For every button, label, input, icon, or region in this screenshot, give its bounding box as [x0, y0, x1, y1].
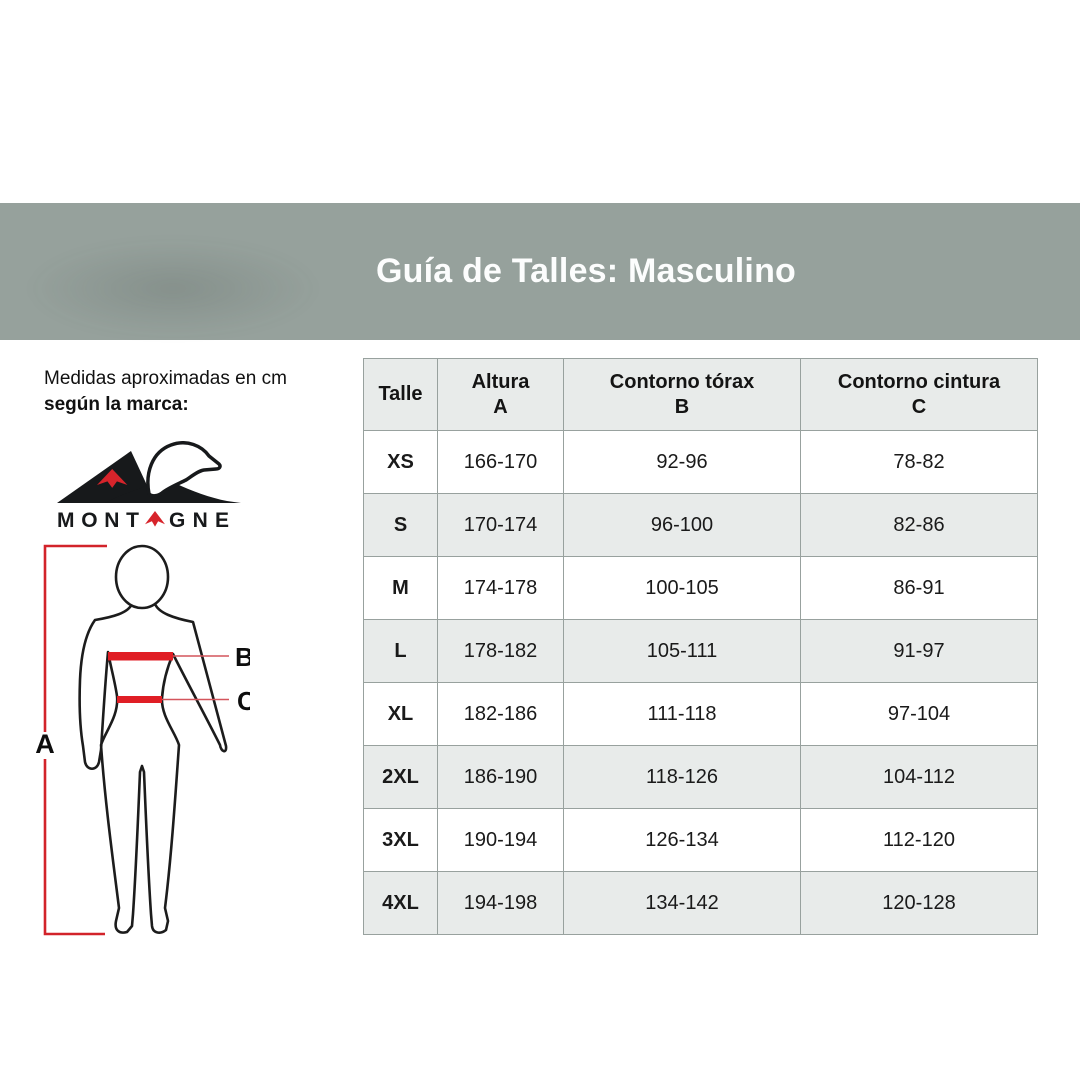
cell-talle: L: [363, 619, 438, 683]
cell-torax: 105-111: [563, 619, 801, 683]
size-row-4xl: 4XL 194-198 134-142 120-128: [363, 871, 1038, 935]
cell-torax: 92-96: [563, 430, 801, 494]
header-band: Guía de Talles: Masculino: [0, 203, 1080, 340]
body-head: [114, 544, 170, 610]
cell-torax: 126-134: [563, 808, 801, 872]
cell-cintura: 86-91: [800, 556, 1038, 620]
cell-altura: 194-198: [437, 871, 564, 935]
cell-talle: S: [363, 493, 438, 557]
mountain-red-accent: [97, 469, 128, 488]
cell-altura: 178-182: [437, 619, 564, 683]
mountain-right-mass: [105, 481, 241, 503]
cell-cintura: 91-97: [800, 619, 1038, 683]
size-row-l: L 178-182 105-111 91-97: [363, 619, 1038, 683]
page-title: Guía de Talles: Masculino: [375, 252, 797, 290]
cell-cintura: 120-128: [800, 871, 1038, 935]
body-diagram-graphic: A B C: [34, 544, 256, 936]
cell-torax: 96-100: [563, 493, 801, 557]
cell-altura: 190-194: [437, 808, 564, 872]
eagle-head-icon: [146, 441, 222, 498]
cell-talle: XS: [363, 430, 438, 494]
measurement-note: Medidas aproximadas en cm según la marca…: [44, 366, 287, 418]
cell-altura: 186-190: [437, 745, 564, 809]
note-line1: Medidas aproximadas en cm: [44, 368, 287, 389]
cell-cintura: 112-120: [800, 808, 1038, 872]
size-table: Talle Altura A Contorno tórax B Contorno cint…: [363, 358, 1038, 935]
body-outline: [78, 602, 228, 934]
montagne-logo: MONT GNE: [55, 441, 245, 536]
column-header-contorno-cintura: Contorno cintura C: [800, 358, 1038, 431]
cell-torax: 118-126: [563, 745, 801, 809]
chest-label: B: [235, 642, 250, 672]
cell-talle: 4XL: [363, 871, 438, 935]
size-row-xs: XS 166-170 92-96 78-82: [363, 430, 1038, 494]
waist-measure-bar: [117, 696, 162, 703]
cell-torax: 134-142: [563, 871, 801, 935]
column-header-contorno-tórax: Contorno tórax B: [563, 358, 801, 431]
size-row-xl: XL 182-186 111-118 97-104: [363, 682, 1038, 746]
column-header-talle: Talle: [363, 358, 438, 431]
note-line2: según la marca:: [44, 394, 189, 415]
height-label-halo: [34, 732, 56, 759]
cell-torax: 111-118: [563, 682, 801, 746]
cell-cintura: 97-104: [800, 682, 1038, 746]
height-label: A: [35, 729, 55, 759]
cell-altura: 166-170: [437, 430, 564, 494]
cell-cintura: 104-112: [800, 745, 1038, 809]
brand-wordmark-a-icon: [145, 511, 165, 527]
column-header-altura: Altura A: [437, 358, 564, 431]
size-row-2xl: 2XL 186-190 118-126 104-112: [363, 745, 1038, 809]
size-row-m: M 174-178 100-105 86-91: [363, 556, 1038, 620]
cell-talle: 3XL: [363, 808, 438, 872]
size-table-header: Talle Altura A Contorno tórax B Contorno cint…: [363, 358, 1038, 431]
cell-talle: 2XL: [363, 745, 438, 809]
cell-talle: XL: [363, 682, 438, 746]
cell-cintura: 82-86: [800, 493, 1038, 557]
mountain-left-ridge: [57, 451, 152, 503]
body-measurement-diagram: A B C: [34, 540, 256, 940]
cell-torax: 100-105: [563, 556, 801, 620]
waist-label: C: [237, 686, 250, 716]
cell-altura: 182-186: [437, 682, 564, 746]
brand-wordmark-left: MONT: [57, 509, 141, 532]
cell-talle: M: [363, 556, 438, 620]
size-table-body: XS 166-170 92-96 78-82 S 170-174 96-100 82-86 M 1…: [363, 430, 1038, 935]
size-row-s: S 170-174 96-100 82-86: [363, 493, 1038, 557]
size-row-3xl: 3XL 190-194 126-134 112-120: [363, 808, 1038, 872]
cell-altura: 174-178: [437, 556, 564, 620]
montagne-logo-graphic: MONT GNE: [57, 441, 241, 532]
band-watermark-smudge: [28, 241, 318, 336]
cell-altura: 170-174: [437, 493, 564, 557]
brand-wordmark-right: GNE: [169, 509, 231, 532]
size-table-header-row: Talle Altura A Contorno tórax B Contorno cint…: [363, 358, 1038, 431]
cell-cintura: 78-82: [800, 430, 1038, 494]
chest-measure-bar: [108, 652, 173, 661]
